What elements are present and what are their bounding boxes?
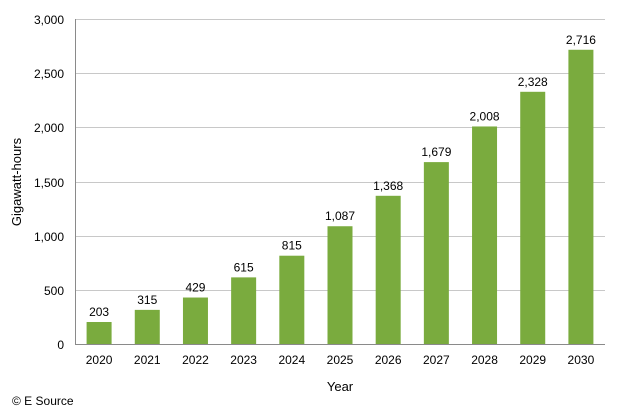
y-tick-label: 3,000: [34, 13, 64, 27]
y-tick-label: 1,500: [34, 176, 64, 190]
data-label: 429: [185, 281, 205, 295]
bar-2030: [568, 49, 594, 345]
data-label: 1,087: [325, 209, 355, 223]
y-tick-label: 1,000: [34, 230, 64, 244]
data-label: 2,716: [566, 33, 596, 47]
data-label: 2,008: [470, 109, 500, 123]
data-label: 2,328: [518, 75, 548, 89]
bar-2024: [279, 255, 305, 344]
y-tick-labels: 0 500 1,000 1,500 2,000 2,500 3,000: [34, 13, 64, 352]
bars: [86, 49, 594, 345]
bar-2020: [86, 322, 112, 344]
x-tick-label: 2024: [278, 353, 305, 367]
y-tick-label: 2,500: [34, 67, 64, 81]
x-tick-label: 2022: [182, 353, 209, 367]
data-labels: 203 315 429 615 815 1,087 1,368 1,679 2,008 2,328…: [89, 33, 596, 319]
x-tick-label: 2025: [327, 353, 354, 367]
x-tick-label: 2029: [519, 353, 546, 367]
x-axis-label: Year: [327, 379, 354, 394]
bar-2025: [327, 226, 353, 344]
bar-2029: [520, 91, 546, 344]
data-label: 315: [137, 293, 157, 307]
x-tick-label: 2021: [134, 353, 161, 367]
x-tick-label: 2023: [230, 353, 257, 367]
bar-2022: [182, 297, 208, 344]
x-tick-label: 2020: [86, 353, 113, 367]
data-label: 1,368: [373, 179, 403, 193]
x-tick-label: 2026: [375, 353, 402, 367]
copyright-text: © E Source: [12, 394, 74, 408]
x-tick-labels: 2020 2021 2022 2023 2024 2025 2026 2027 2028 2029…: [86, 353, 595, 367]
bar-2028: [472, 126, 498, 344]
gridlines: [75, 19, 605, 291]
bar-2021: [134, 309, 160, 344]
x-tick-label: 2027: [423, 353, 450, 367]
x-tick-label: 2028: [471, 353, 498, 367]
x-tick-label: 2030: [568, 353, 595, 367]
data-label: 815: [282, 239, 302, 253]
bar-2027: [423, 162, 449, 344]
y-tick-label: 2,000: [34, 121, 64, 135]
y-tick-label: 0: [57, 338, 64, 352]
y-tick-label: 500: [44, 284, 64, 298]
bar-2026: [375, 195, 401, 344]
data-label: 1,679: [421, 145, 451, 159]
y-axis-label: Gigawatt-hours: [9, 137, 24, 226]
data-label: 203: [89, 305, 109, 319]
data-label: 615: [234, 260, 254, 274]
bar-2023: [231, 277, 257, 344]
